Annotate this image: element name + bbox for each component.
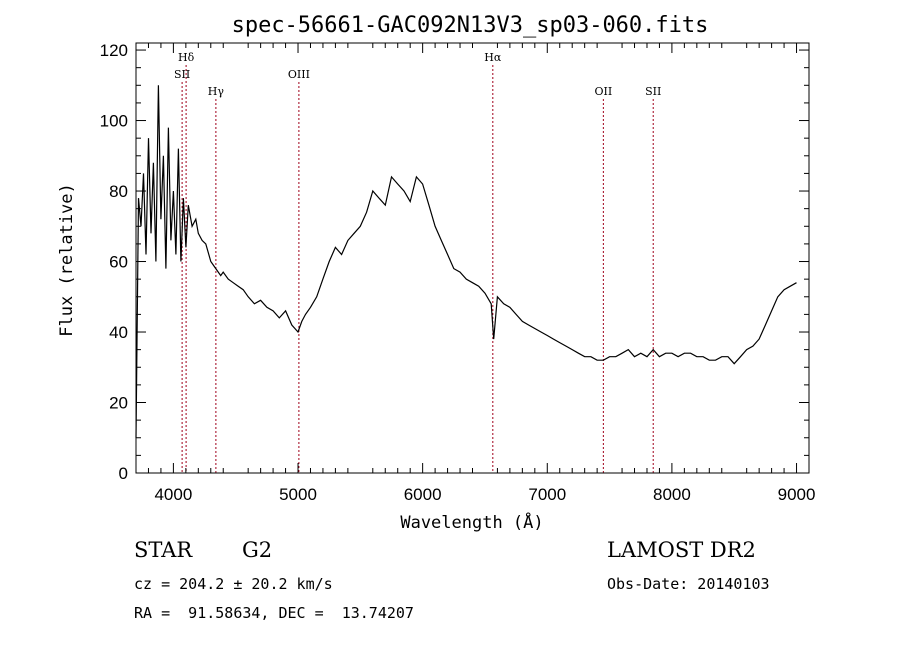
emission-line-label: Hδ: [178, 51, 195, 64]
axis-ticks: 4000 5000 6000 7000 8000 9000 0 20 40 60 80 100 120: [100, 41, 816, 504]
spectrum-line: [135, 85, 797, 438]
emission-line-label: OII: [595, 85, 613, 98]
x-tick-label: 9000: [778, 485, 816, 504]
x-axis-label: Wavelength (Å): [400, 511, 543, 533]
survey-label: LAMOST DR2: [607, 538, 756, 562]
y-tick-label: 20: [109, 394, 128, 413]
x-tick-label: 8000: [653, 485, 691, 504]
y-tick-label: 40: [109, 323, 128, 342]
x-tick-label: 5000: [279, 485, 317, 504]
y-tick-label: 120: [100, 41, 128, 60]
emission-line-label: Hγ: [208, 85, 225, 98]
object-class: STAR: [134, 538, 193, 562]
emission-line-markers: Hδ SII Hγ OIII Hα OII SII: [174, 51, 661, 473]
y-tick-label: 80: [109, 182, 128, 201]
y-tick-label: 100: [100, 112, 128, 131]
emission-line-label: SII: [645, 85, 661, 98]
y-tick-label: 60: [109, 253, 128, 272]
coords-text: RA = 91.58634, DEC = 13.74207: [134, 604, 414, 622]
chart-title: spec-56661-GAC092N13V3_sp03-060.fits: [232, 13, 709, 38]
y-axis-label: Flux (relative): [57, 183, 77, 337]
object-subclass: G2: [242, 538, 273, 562]
emission-line-label: Hα: [484, 51, 502, 64]
emission-line-label: OIII: [288, 68, 310, 81]
x-tick-label: 4000: [154, 485, 192, 504]
y-tick-label: 0: [119, 464, 128, 483]
x-tick-label: 6000: [404, 485, 442, 504]
emission-line-label: SII: [174, 68, 190, 81]
plot-frame: [135, 42, 810, 474]
obs-date-text: Obs-Date: 20140103: [607, 575, 770, 593]
redshift-text: cz = 204.2 ± 20.2 km/s: [134, 575, 333, 593]
x-tick-label: 7000: [528, 485, 566, 504]
